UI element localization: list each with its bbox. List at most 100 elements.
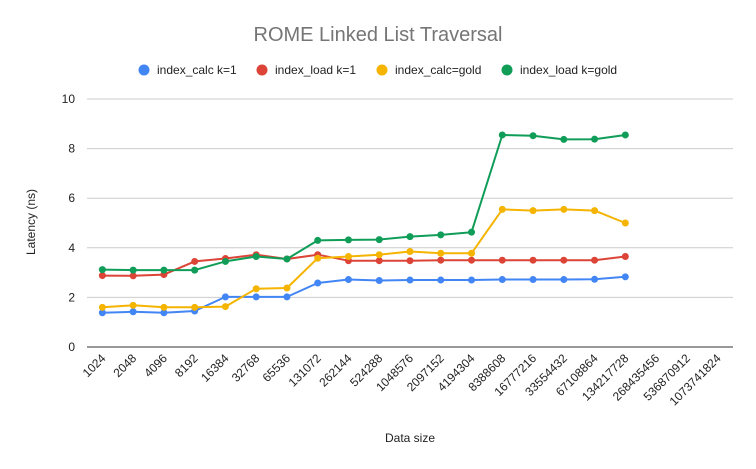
series-line [102, 134, 626, 272]
legend-marker [501, 64, 513, 76]
data-point [621, 273, 629, 281]
data-point [221, 257, 229, 265]
data-point [621, 252, 629, 260]
data-point [344, 276, 352, 284]
data-point [529, 132, 537, 140]
data-point [375, 251, 383, 259]
data-point [252, 285, 260, 293]
chart-title: ROME Linked List Traversal [254, 24, 503, 46]
data-point [498, 205, 506, 213]
x-tick-label: 4096 [141, 351, 170, 380]
data-point [221, 303, 229, 311]
chart-legend: index_calc k=1 index_load k=1 index_calc=g… [138, 63, 617, 77]
data-point [591, 135, 599, 143]
data-point [437, 231, 445, 239]
data-point [129, 301, 137, 309]
data-point [191, 303, 199, 311]
data-point [560, 205, 568, 213]
legend-label: index_load k=gold [520, 63, 617, 77]
data-point [591, 275, 599, 283]
data-point [529, 256, 537, 264]
data-point [375, 236, 383, 244]
data-point [252, 252, 260, 260]
x-axis-label: Data size [385, 431, 435, 445]
legend-marker [138, 64, 150, 76]
data-point [375, 277, 383, 285]
data-point [375, 257, 383, 265]
data-point [252, 293, 260, 301]
legend-marker [256, 64, 268, 76]
data-point [344, 236, 352, 244]
legend-label: index_calc k=1 [157, 63, 237, 77]
legend-marker [376, 64, 388, 76]
data-point [468, 228, 476, 236]
data-point [314, 254, 322, 262]
data-point [160, 266, 168, 274]
x-tick-label: 2048 [110, 351, 139, 380]
data-point [560, 135, 568, 143]
data-point [98, 309, 106, 317]
data-point [437, 276, 445, 284]
y-axis-ticks: 0 2 4 6 8 10 [62, 92, 76, 354]
data-point [98, 266, 106, 274]
data-point [621, 131, 629, 139]
x-tick-label: 131072 [286, 351, 324, 389]
data-point [529, 207, 537, 215]
data-point [591, 256, 599, 264]
y-tick-label: 4 [68, 241, 75, 255]
data-point [314, 279, 322, 287]
data-point [498, 276, 506, 284]
data-point [406, 276, 414, 284]
x-tick-label: 262144 [316, 351, 354, 389]
y-tick-label: 8 [68, 142, 75, 156]
data-point [283, 284, 291, 292]
data-point [498, 131, 506, 139]
data-point [468, 276, 476, 284]
data-point [498, 256, 506, 264]
y-axis-label: Latency (ns) [24, 189, 38, 255]
data-point [621, 219, 629, 227]
data-point [406, 248, 414, 256]
x-tick-label: 32768 [229, 351, 263, 385]
data-point [468, 256, 476, 264]
data-point [191, 266, 199, 274]
data-point [468, 249, 476, 257]
series-line [102, 208, 626, 309]
series-2 [98, 205, 629, 311]
data-point [129, 308, 137, 316]
data-point [129, 266, 137, 274]
data-point [98, 272, 106, 280]
data-point [191, 257, 199, 265]
y-tick-label: 6 [68, 191, 75, 205]
data-point [98, 303, 106, 311]
data-point [406, 233, 414, 241]
data-point [344, 252, 352, 260]
series-layer [98, 131, 629, 317]
data-point [560, 276, 568, 284]
data-point [129, 272, 137, 280]
legend-label: index_calc=gold [395, 63, 481, 77]
series-line [102, 275, 626, 314]
gridlines [87, 98, 733, 348]
data-point [529, 276, 537, 284]
data-point [283, 293, 291, 301]
y-tick-label: 0 [68, 340, 75, 354]
data-point [437, 256, 445, 264]
legend-label: index_load k=1 [275, 63, 356, 77]
data-point [221, 293, 229, 301]
x-tick-label: 1024 [80, 351, 109, 380]
series-line [102, 253, 626, 277]
x-tick-label: 8192 [172, 351, 201, 380]
x-tick-label: 16384 [198, 351, 232, 385]
data-point [314, 236, 322, 244]
data-point [283, 255, 291, 263]
y-tick-label: 10 [62, 92, 76, 106]
data-point [406, 257, 414, 265]
data-point [560, 256, 568, 264]
series-0 [98, 273, 629, 317]
x-axis-ticks: 1024 2048 4096 8192163843276865536131072262… [80, 351, 724, 408]
y-tick-label: 2 [68, 290, 75, 304]
data-point [437, 249, 445, 257]
data-point [160, 303, 168, 311]
